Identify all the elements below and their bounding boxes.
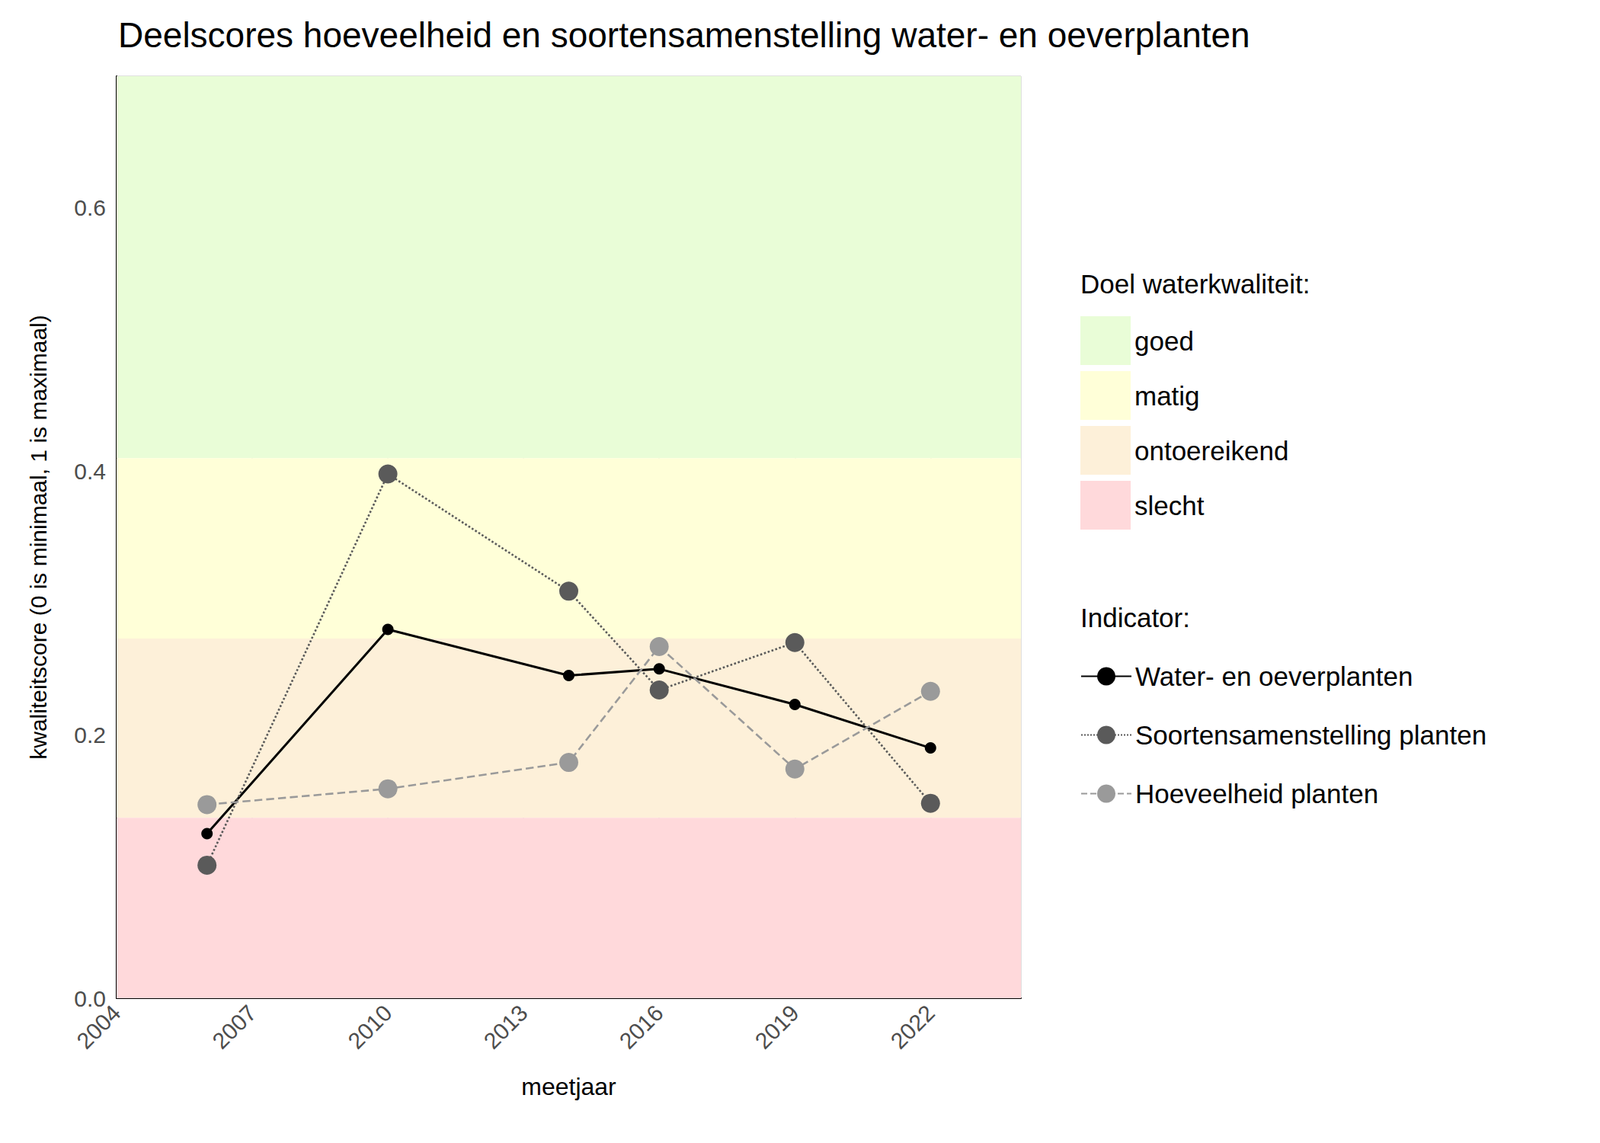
svg-text:2010: 2010 (342, 999, 397, 1054)
svg-text:Doel waterkwaliteit:: Doel waterkwaliteit: (1080, 268, 1311, 299)
svg-text:2004: 2004 (71, 999, 126, 1054)
svg-text:ontoereikend: ontoereikend (1134, 435, 1289, 466)
svg-text:0.0: 0.0 (74, 985, 106, 1011)
svg-text:matig: matig (1134, 380, 1200, 411)
svg-text:kwaliteitscore (0 is minimaal,: kwaliteitscore (0 is minimaal, 1 is maxi… (25, 314, 52, 759)
svg-text:2013: 2013 (478, 999, 533, 1054)
svg-text:slecht: slecht (1134, 490, 1205, 521)
svg-text:meetjaar: meetjaar (521, 1072, 617, 1101)
svg-text:2016: 2016 (614, 999, 669, 1054)
svg-text:2007: 2007 (207, 999, 262, 1054)
svg-text:2022: 2022 (885, 999, 940, 1054)
svg-text:0.2: 0.2 (73, 722, 106, 748)
svg-text:goed: goed (1134, 326, 1194, 356)
svg-text:0.6: 0.6 (73, 195, 106, 221)
svg-text:2019: 2019 (749, 999, 804, 1054)
svg-text:Soortensamenstelling planten: Soortensamenstelling planten (1135, 720, 1487, 750)
svg-text:Hoeveelheid planten: Hoeveelheid planten (1135, 778, 1379, 809)
svg-text:Water- en oeverplanten: Water- en oeverplanten (1135, 661, 1413, 692)
svg-text:0.4: 0.4 (73, 458, 106, 484)
svg-text:Deelscores hoeveelheid en soor: Deelscores hoeveelheid en soortensamenst… (118, 15, 1251, 55)
svg-text:Indicator:: Indicator: (1080, 602, 1191, 633)
